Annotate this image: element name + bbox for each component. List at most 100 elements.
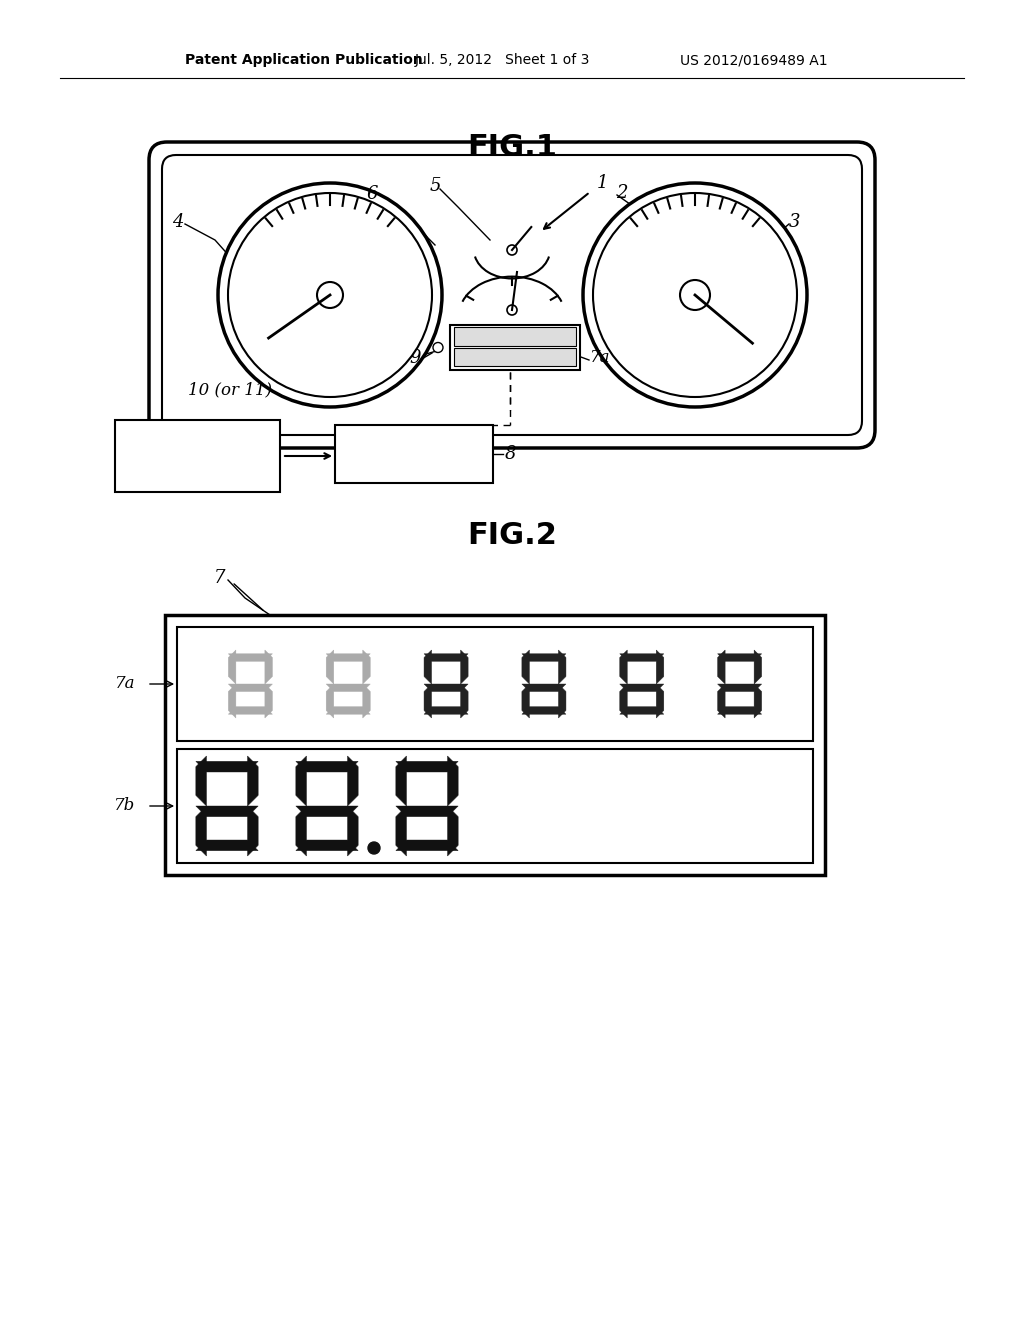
Text: 7: 7 — [391, 348, 402, 367]
Text: Patent Application Publication: Patent Application Publication — [185, 53, 423, 67]
Polygon shape — [196, 807, 207, 855]
Circle shape — [680, 280, 710, 310]
Polygon shape — [396, 762, 458, 772]
Polygon shape — [718, 653, 762, 661]
Polygon shape — [620, 649, 628, 684]
Polygon shape — [196, 840, 258, 850]
Polygon shape — [347, 756, 358, 807]
Bar — [165, 615, 825, 875]
Polygon shape — [296, 840, 358, 850]
Polygon shape — [228, 684, 272, 692]
Polygon shape — [424, 706, 468, 714]
Polygon shape — [327, 706, 371, 714]
Text: AMBIENT
TEMPERATURE
SENSOR: AMBIENT TEMPERATURE SENSOR — [143, 434, 252, 478]
Polygon shape — [461, 649, 468, 684]
Text: 7b: 7b — [114, 797, 135, 814]
Polygon shape — [522, 684, 529, 718]
Polygon shape — [558, 684, 566, 718]
Polygon shape — [656, 649, 664, 684]
Text: 7a: 7a — [115, 676, 135, 693]
Polygon shape — [424, 684, 468, 692]
Text: 2: 2 — [616, 183, 628, 202]
Polygon shape — [620, 706, 664, 714]
Text: US 2012/0169489 A1: US 2012/0169489 A1 — [680, 53, 827, 67]
Polygon shape — [396, 807, 458, 817]
Circle shape — [317, 282, 343, 308]
Circle shape — [507, 305, 517, 315]
Circle shape — [593, 193, 797, 397]
Bar — [177, 627, 813, 741]
Polygon shape — [424, 653, 468, 661]
Polygon shape — [228, 653, 272, 661]
Polygon shape — [196, 756, 207, 807]
Text: 8: 8 — [505, 445, 516, 463]
FancyBboxPatch shape — [150, 143, 874, 447]
Text: 3: 3 — [790, 213, 801, 231]
Circle shape — [583, 183, 807, 407]
Polygon shape — [228, 706, 272, 714]
Polygon shape — [620, 653, 664, 661]
Polygon shape — [396, 756, 407, 807]
Polygon shape — [327, 649, 334, 684]
Polygon shape — [347, 807, 358, 855]
Circle shape — [228, 193, 432, 397]
Text: FIG.1: FIG.1 — [467, 133, 557, 162]
Text: 5: 5 — [429, 177, 440, 195]
Bar — [450, 325, 580, 370]
Text: Jul. 5, 2012   Sheet 1 of 3: Jul. 5, 2012 Sheet 1 of 3 — [415, 53, 591, 67]
Text: FIG.2: FIG.2 — [467, 520, 557, 549]
Polygon shape — [327, 684, 334, 718]
Text: 1: 1 — [596, 174, 608, 191]
Polygon shape — [296, 807, 358, 817]
Polygon shape — [327, 684, 371, 692]
Polygon shape — [522, 649, 529, 684]
Bar — [177, 748, 813, 863]
Polygon shape — [327, 653, 371, 661]
Polygon shape — [754, 649, 762, 684]
Polygon shape — [447, 756, 458, 807]
Polygon shape — [424, 649, 431, 684]
Text: 7a: 7a — [590, 350, 610, 367]
Polygon shape — [718, 649, 725, 684]
Text: 7b: 7b — [554, 350, 575, 367]
Text: 9: 9 — [410, 348, 421, 367]
Bar — [115, 420, 280, 492]
Polygon shape — [196, 807, 258, 817]
Polygon shape — [228, 684, 236, 718]
Polygon shape — [522, 706, 566, 714]
Polygon shape — [424, 684, 431, 718]
Polygon shape — [248, 807, 258, 855]
Polygon shape — [718, 706, 762, 714]
Polygon shape — [620, 684, 628, 718]
Polygon shape — [196, 762, 258, 772]
Polygon shape — [362, 649, 371, 684]
Polygon shape — [718, 684, 725, 718]
Circle shape — [433, 342, 443, 352]
Polygon shape — [522, 684, 566, 692]
Text: 6: 6 — [367, 185, 378, 203]
Polygon shape — [620, 684, 664, 692]
Circle shape — [368, 842, 380, 854]
Polygon shape — [656, 684, 664, 718]
Polygon shape — [248, 756, 258, 807]
Circle shape — [507, 246, 517, 255]
Text: 4: 4 — [172, 213, 183, 231]
Text: °C: °C — [540, 797, 574, 825]
Bar — [335, 425, 493, 483]
Polygon shape — [396, 840, 458, 850]
Polygon shape — [754, 684, 762, 718]
Polygon shape — [461, 684, 468, 718]
Polygon shape — [362, 684, 371, 718]
Polygon shape — [296, 756, 306, 807]
Polygon shape — [558, 649, 566, 684]
Polygon shape — [522, 653, 566, 661]
Polygon shape — [265, 649, 272, 684]
Polygon shape — [228, 649, 236, 684]
Bar — [454, 347, 575, 366]
Text: 7: 7 — [214, 569, 225, 587]
Text: 10 (or 11): 10 (or 11) — [188, 381, 272, 399]
Text: METER CONTROL
SECTION: METER CONTROL SECTION — [350, 440, 477, 469]
Polygon shape — [718, 684, 762, 692]
Polygon shape — [396, 807, 407, 855]
Polygon shape — [265, 684, 272, 718]
